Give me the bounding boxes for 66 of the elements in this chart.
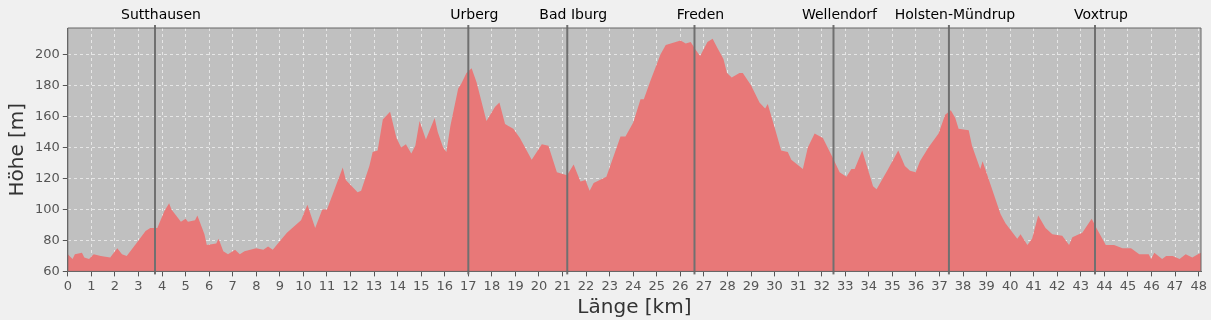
x-tick-label: 47 bbox=[1166, 277, 1184, 293]
x-tick-label: 3 bbox=[134, 277, 143, 293]
x-tick-label: 32 bbox=[813, 277, 830, 293]
x-tick-label: 28 bbox=[719, 277, 736, 293]
x-tick-label: 35 bbox=[884, 277, 901, 293]
y-axis-title: Höhe [m] bbox=[4, 102, 29, 197]
y-tick-label: 80 bbox=[43, 231, 60, 247]
ref-line-label: Voxtrup bbox=[1074, 5, 1129, 22]
x-tick-label: 24 bbox=[624, 277, 642, 293]
x-tick-label: 41 bbox=[1025, 277, 1042, 293]
y-tick-label: 60 bbox=[43, 262, 60, 278]
x-tick-label: 42 bbox=[1049, 277, 1066, 293]
x-tick-label: 30 bbox=[766, 277, 783, 293]
x-tick-label: 38 bbox=[954, 277, 972, 293]
x-tick-label: 23 bbox=[601, 277, 618, 293]
x-tick-label: 10 bbox=[295, 277, 312, 293]
x-tick-label: 20 bbox=[530, 277, 548, 293]
x-tick-label: 12 bbox=[342, 277, 359, 293]
x-tick-label: 48 bbox=[1190, 277, 1207, 293]
y-tick-label: 160 bbox=[34, 107, 60, 123]
x-tick-label: 45 bbox=[1119, 277, 1137, 293]
x-tick-label: 31 bbox=[789, 277, 807, 293]
x-tick-label: 9 bbox=[275, 277, 284, 293]
x-tick-label: 11 bbox=[318, 277, 336, 293]
x-tick-label: 26 bbox=[672, 277, 689, 293]
x-tick-label: 21 bbox=[554, 277, 571, 293]
x-tick-label: 6 bbox=[205, 277, 214, 293]
x-tick-label: 39 bbox=[978, 277, 995, 293]
x-tick-label: 22 bbox=[577, 277, 595, 293]
ref-line-label: Sutthausen bbox=[121, 5, 201, 22]
x-tick-label: 13 bbox=[365, 277, 383, 293]
x-tick-label: 14 bbox=[389, 277, 406, 293]
x-tick-label: 1 bbox=[87, 277, 96, 293]
x-tick-label: 19 bbox=[507, 277, 524, 293]
x-tick-label: 43 bbox=[1072, 277, 1090, 293]
ref-line-label: Holsten-Mündrup bbox=[894, 5, 1016, 22]
x-tick-label: 15 bbox=[412, 277, 430, 293]
x-tick-label: 37 bbox=[931, 277, 948, 293]
ref-line-label: Urberg bbox=[450, 5, 499, 22]
x-tick-label: 7 bbox=[228, 277, 237, 293]
x-tick-label: 17 bbox=[460, 277, 477, 293]
x-tick-label: 18 bbox=[483, 277, 501, 293]
x-tick-label: 33 bbox=[836, 277, 854, 293]
x-tick-label: 44 bbox=[1096, 277, 1113, 293]
x-tick-label: 4 bbox=[157, 277, 167, 293]
x-tick-label: 2 bbox=[110, 277, 120, 293]
ref-line-label: Wellendorf bbox=[801, 5, 879, 22]
x-tick-label: 40 bbox=[1001, 277, 1019, 293]
x-tick-label: 46 bbox=[1143, 277, 1160, 293]
x-tick-label: 34 bbox=[860, 277, 878, 293]
x-tick-label: 5 bbox=[181, 277, 190, 293]
y-tick-label: 100 bbox=[34, 200, 60, 216]
x-tick-label: 27 bbox=[695, 277, 713, 293]
y-tick-label: 140 bbox=[34, 138, 60, 154]
x-tick-label: 16 bbox=[436, 277, 454, 293]
ref-line-label: Bad Iburg bbox=[539, 5, 608, 22]
ref-line-label: Freden bbox=[676, 5, 725, 22]
y-tick-label: 120 bbox=[34, 169, 60, 185]
x-tick-label: 36 bbox=[907, 277, 925, 293]
x-tick-label: 29 bbox=[742, 277, 760, 293]
x-axis-title: Länge [km] bbox=[577, 294, 692, 319]
x-tick-label: 8 bbox=[252, 277, 261, 293]
y-tick-label: 180 bbox=[34, 76, 60, 92]
y-tick-label: 200 bbox=[34, 45, 60, 61]
x-tick-label: 0 bbox=[63, 277, 72, 293]
x-tick-label: 25 bbox=[648, 277, 666, 293]
